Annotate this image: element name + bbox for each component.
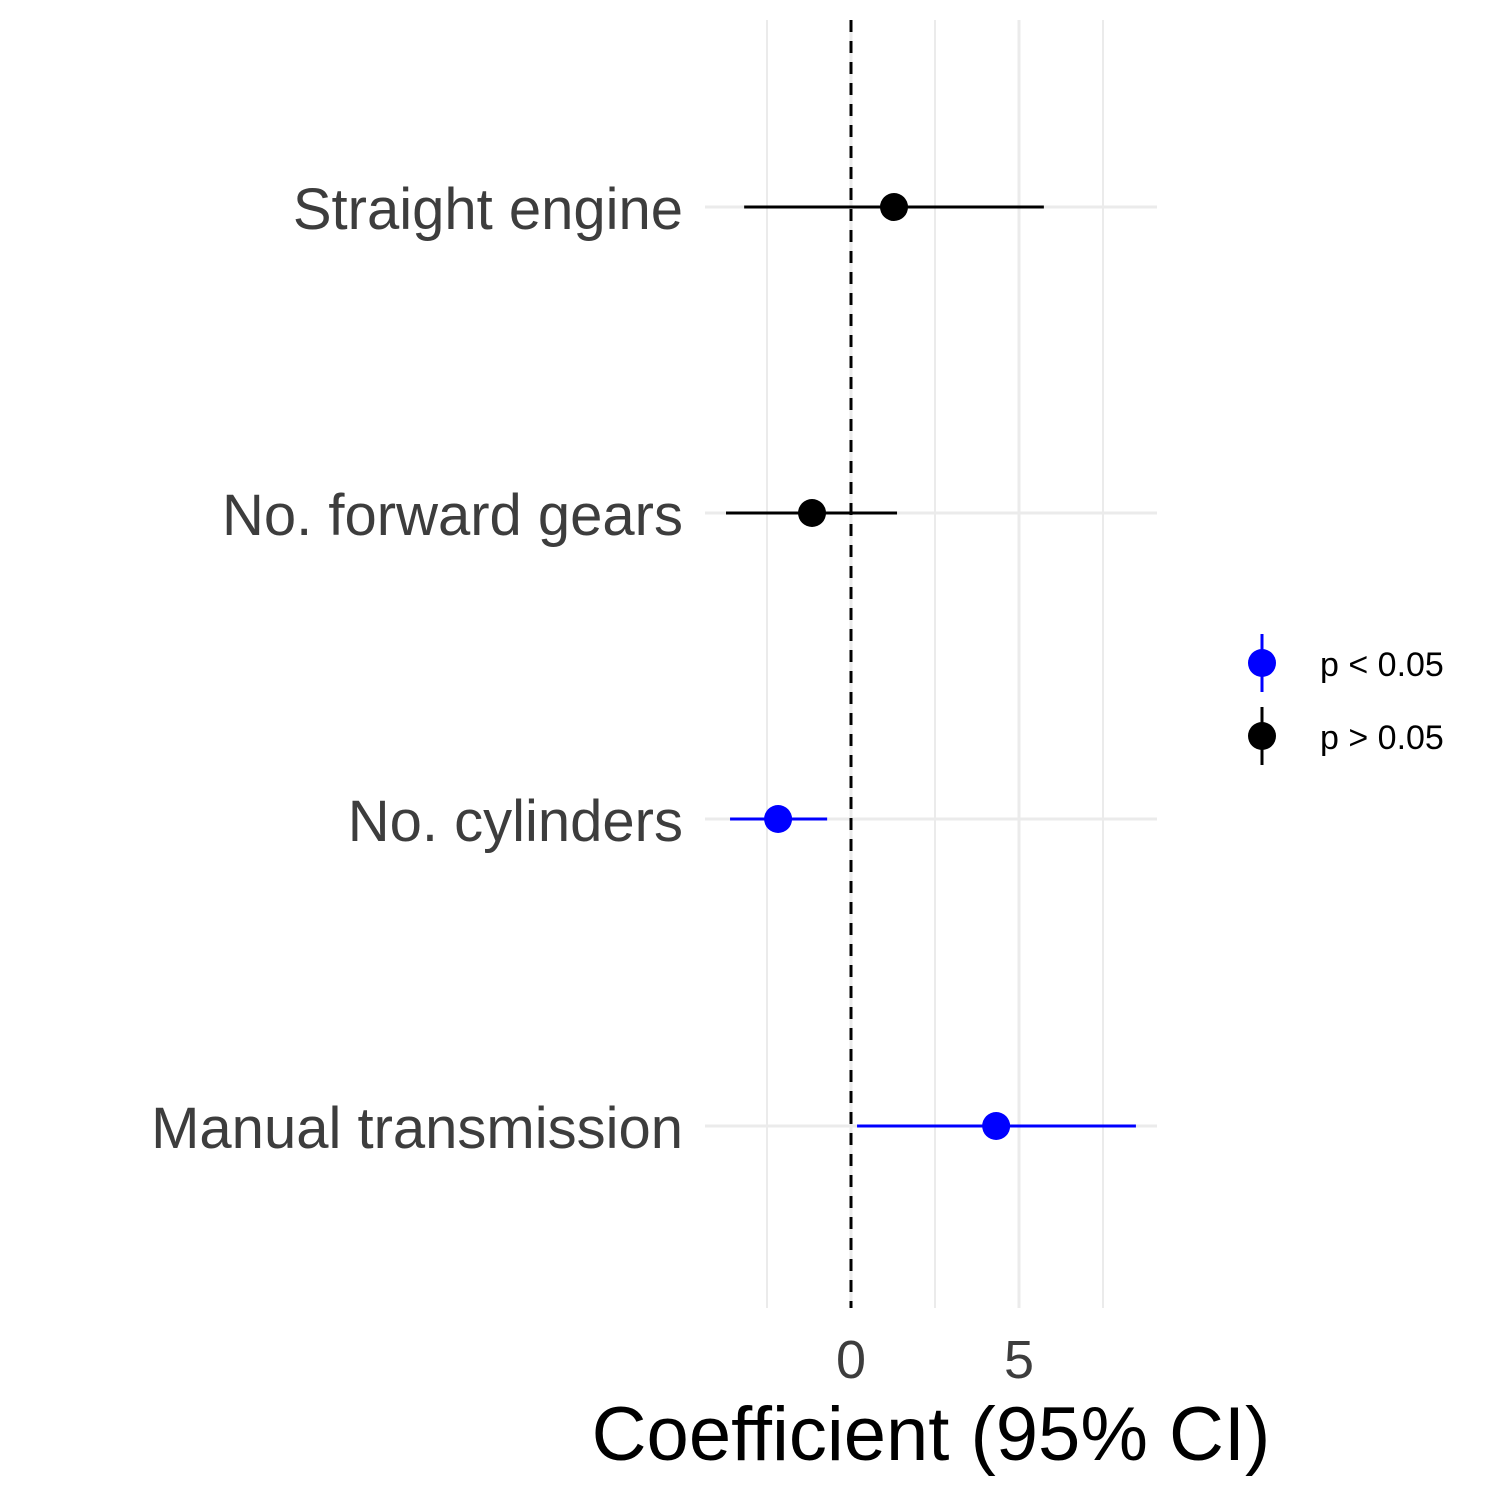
legend-label: p < 0.05 — [1320, 646, 1444, 684]
data-marks — [726, 193, 1136, 1140]
gridlines — [705, 20, 1157, 1308]
x-axis-title: Coefficient (95% CI) — [592, 1392, 1271, 1477]
y-axis-labels: Straight engine No. forward gears No. cyli… — [151, 177, 683, 1161]
legend-key-point — [1248, 649, 1276, 677]
legend: p < 0.05 p > 0.05 — [1248, 634, 1444, 765]
estimate-point — [880, 193, 909, 221]
x-tick-label: 5 — [1004, 1330, 1034, 1390]
y-axis-label: Manual transmission — [151, 1096, 683, 1161]
y-axis-label: Straight engine — [293, 177, 683, 242]
legend-key-point — [1248, 722, 1276, 750]
x-tick-label: 0 — [836, 1330, 866, 1390]
estimate-point — [798, 499, 827, 527]
estimate-point — [764, 805, 793, 833]
estimate-point — [982, 1112, 1011, 1140]
y-axis-label: No. cylinders — [348, 789, 683, 854]
y-axis-label: No. forward gears — [222, 483, 683, 548]
legend-label: p > 0.05 — [1320, 719, 1444, 757]
